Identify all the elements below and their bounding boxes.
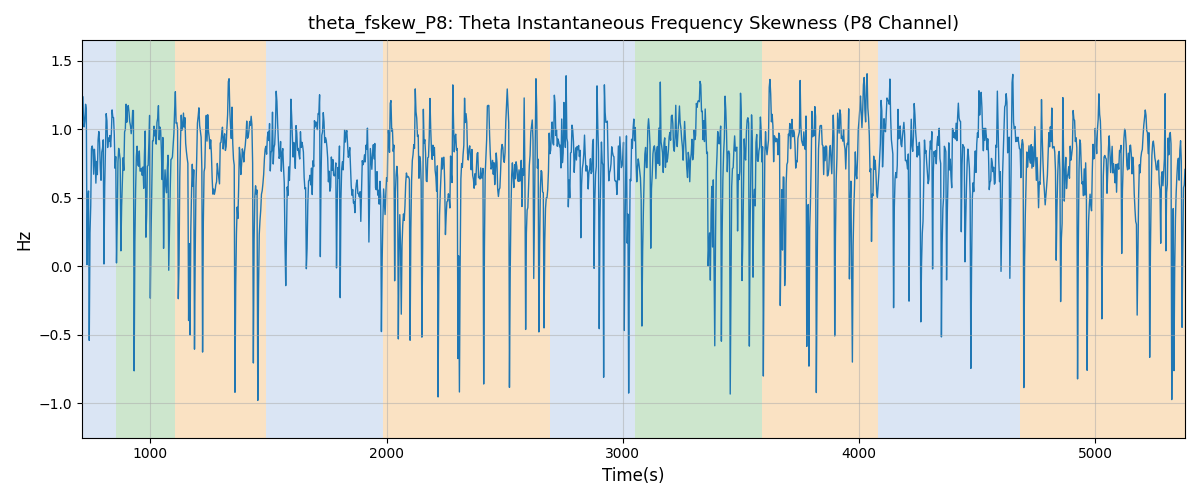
Y-axis label: Hz: Hz: [14, 228, 32, 250]
X-axis label: Time(s): Time(s): [602, 467, 665, 485]
Bar: [82, 40, 116, 438]
Bar: [116, 40, 175, 438]
Bar: [383, 40, 550, 438]
Bar: [1020, 40, 1184, 438]
Bar: [550, 40, 635, 438]
Bar: [635, 40, 762, 438]
Bar: [175, 40, 266, 438]
Bar: [762, 40, 878, 438]
Bar: [266, 40, 383, 438]
Bar: [878, 40, 1020, 438]
Title: theta_fskew_P8: Theta Instantaneous Frequency Skewness (P8 Channel): theta_fskew_P8: Theta Instantaneous Freq…: [308, 15, 959, 34]
